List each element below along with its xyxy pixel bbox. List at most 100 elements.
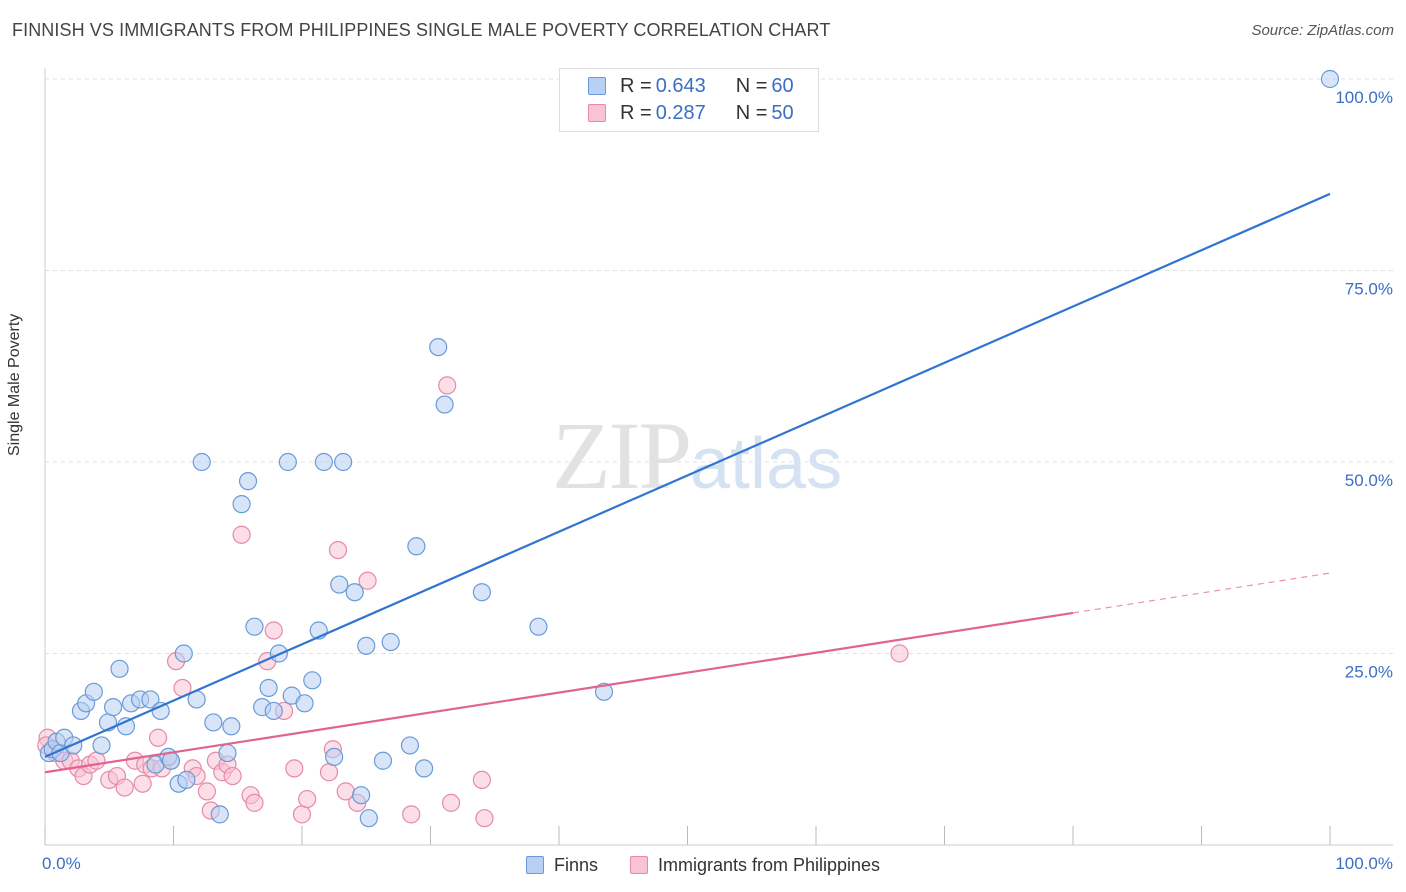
point-finns	[232, 495, 251, 514]
point-philippines	[285, 759, 304, 778]
point-finns	[303, 671, 322, 690]
point-finns	[400, 736, 420, 755]
point-finns	[245, 617, 264, 636]
correlation-legend: R = 0.643 N = 60 R = 0.287 N = 50	[559, 68, 819, 132]
point-finns	[222, 717, 241, 736]
point-finns	[238, 472, 258, 491]
x-tick-label: 100.0%	[1335, 854, 1393, 873]
legend-row-finns: R = 0.643 N = 60	[588, 73, 798, 99]
point-finns	[295, 694, 314, 713]
point-finns	[357, 636, 376, 655]
point-finns	[414, 759, 434, 778]
point-finns	[264, 701, 283, 721]
series-legend: Finns Immigrants from Philippines	[0, 852, 1406, 878]
point-philippines	[148, 728, 168, 747]
trend-line-philippines-extension	[1072, 572, 1331, 614]
r-label: R =	[620, 101, 652, 124]
philippines-swatch	[629, 856, 648, 874]
y-tick-label: 75.0%	[1345, 280, 1393, 299]
point-finns	[594, 682, 614, 701]
point-finns	[314, 452, 333, 472]
point-philippines	[472, 770, 491, 789]
point-philippines	[298, 789, 317, 809]
x-tick-label: 0.0%	[42, 854, 81, 873]
finns-swatch	[525, 856, 544, 874]
trend-line-finns	[44, 192, 1331, 758]
point-finns	[278, 452, 297, 472]
point-philippines	[402, 805, 421, 824]
point-philippines	[264, 621, 283, 640]
point-finns	[110, 659, 129, 678]
point-finns	[161, 751, 181, 770]
point-philippines	[245, 793, 264, 812]
tick-labels: 25.0% 50.0% 75.0% 100.0% 0.0% 100.0%	[42, 88, 1393, 873]
point-finns	[204, 713, 223, 732]
point-philippines	[87, 751, 106, 770]
grid	[45, 78, 1393, 654]
point-philippines	[475, 809, 494, 828]
point-finns	[359, 809, 378, 828]
series-finns-points	[39, 69, 1340, 828]
point-finns	[192, 452, 211, 472]
point-finns	[529, 617, 548, 636]
point-finns	[435, 395, 454, 414]
chart-title: FINNISH VS IMMIGRANTS FROM PHILIPPINES S…	[12, 20, 831, 40]
point-finns	[104, 698, 123, 717]
n-label: N =	[735, 74, 768, 97]
point-finns	[1320, 69, 1340, 89]
y-tick-label: 50.0%	[1345, 471, 1393, 490]
point-finns	[218, 743, 237, 763]
point-finns	[92, 736, 111, 755]
r-label: R =	[620, 74, 652, 97]
point-philippines	[292, 805, 312, 824]
point-finns	[330, 575, 349, 594]
trend-lines	[44, 192, 1331, 774]
point-finns	[373, 751, 393, 770]
point-philippines	[328, 540, 348, 560]
n-value: 60	[771, 74, 794, 97]
point-finns	[472, 583, 491, 602]
y-tick-label: 100.0%	[1335, 88, 1393, 107]
point-finns	[259, 678, 278, 698]
legend-row-philippines: R = 0.287 N = 50	[588, 100, 798, 126]
y-tick-label: 25.0%	[1345, 663, 1393, 682]
point-finns	[334, 452, 353, 472]
point-finns	[151, 701, 170, 721]
watermark: ZIPatlas	[552, 400, 842, 511]
point-philippines	[115, 778, 134, 797]
r-value: 0.287	[655, 101, 706, 124]
point-finns	[325, 747, 344, 767]
legend-label-finns: Finns	[553, 854, 598, 875]
legend-item-philippines: Immigrants from Philippines	[629, 854, 881, 876]
point-philippines	[223, 766, 242, 786]
point-philippines	[319, 763, 339, 782]
point-finns	[177, 770, 196, 789]
point-finns	[210, 805, 229, 824]
n-label: N =	[735, 101, 768, 124]
point-philippines	[441, 793, 461, 812]
point-finns	[345, 583, 364, 602]
point-finns	[429, 338, 448, 357]
r-value: 0.643	[655, 74, 706, 97]
philippines-swatch	[588, 104, 606, 122]
point-philippines	[133, 774, 152, 793]
point-philippines	[358, 571, 377, 590]
point-philippines	[438, 376, 457, 395]
source-label: Source: ZipAtlas.com	[1251, 22, 1394, 39]
point-finns	[352, 786, 371, 805]
watermark-zip: ZIP	[552, 402, 692, 509]
y-axis-label: Single Male Poverty	[6, 313, 23, 456]
point-finns	[381, 632, 400, 652]
legend-item-finns: Finns	[525, 854, 598, 876]
point-finns	[407, 537, 426, 556]
point-philippines	[197, 782, 217, 801]
trend-line-philippines	[44, 611, 1074, 774]
finns-swatch	[588, 77, 606, 95]
point-finns	[141, 690, 160, 709]
point-finns	[84, 682, 103, 701]
n-value: 50	[771, 101, 794, 124]
point-finns	[174, 644, 193, 663]
axes	[44, 68, 1393, 846]
legend-label-philippines: Immigrants from Philippines	[657, 854, 881, 875]
